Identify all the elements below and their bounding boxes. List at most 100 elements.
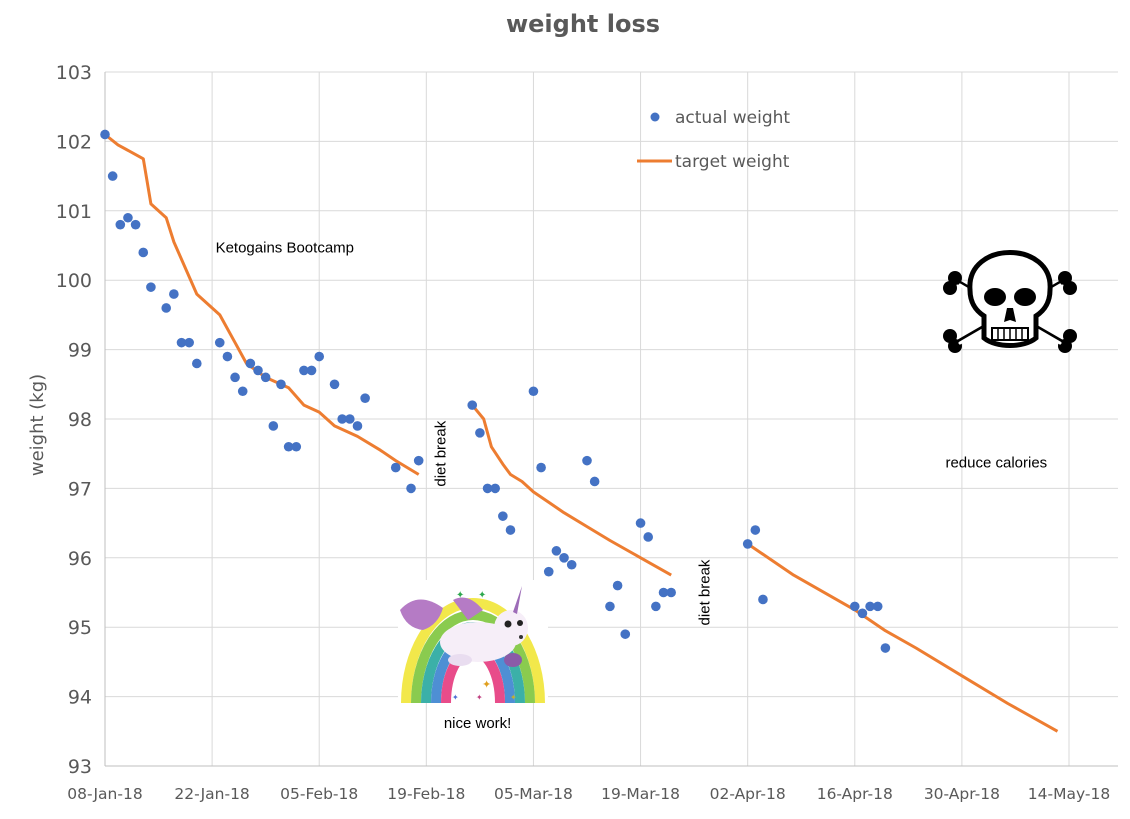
actual-weight-point xyxy=(605,601,615,612)
actual-weight-point xyxy=(865,601,875,612)
actual-weight-point xyxy=(872,601,883,612)
grid xyxy=(104,71,1118,767)
annotation-reduce-calories: reduce calories xyxy=(945,455,1047,472)
actual-weight-point xyxy=(237,386,248,397)
actual-weight-point xyxy=(314,351,325,362)
actual-weight-point xyxy=(276,379,286,390)
actual-weight-point xyxy=(306,365,317,376)
y-tick-label: 96 xyxy=(68,548,92,570)
legend: actual weight target weight xyxy=(637,108,790,172)
legend-label-target: target weight xyxy=(675,152,790,172)
actual-weight-point xyxy=(337,414,347,424)
actual-weight-point xyxy=(658,587,669,598)
target-weight-line-segment xyxy=(104,133,420,476)
actual-weight-point xyxy=(475,428,485,438)
actual-weight-series xyxy=(100,129,891,653)
actual-weight-point xyxy=(566,559,577,570)
actual-weight-point xyxy=(643,532,654,542)
svg-text:✦: ✦ xyxy=(478,590,486,601)
actual-weight-point xyxy=(467,400,478,410)
y-tick-label: 97 xyxy=(68,478,92,500)
y-axis-label: weight (kg) xyxy=(27,374,48,476)
actual-weight-point xyxy=(107,171,118,181)
actual-weight-point xyxy=(559,553,569,563)
actual-weight-point xyxy=(138,247,149,258)
actual-weight-point xyxy=(184,337,194,348)
target-weight-series xyxy=(104,133,1059,733)
actual-weight-point xyxy=(849,601,860,612)
actual-weight-point xyxy=(161,303,172,313)
actual-weight-point xyxy=(543,566,554,577)
svg-text:✦: ✦ xyxy=(456,590,464,601)
target-weight-line-segment xyxy=(746,542,1059,733)
annotation-bootcamp: Ketogains Bootcamp xyxy=(216,239,354,256)
x-tick-label: 14-May-18 xyxy=(1028,785,1110,803)
svg-text:✦: ✦ xyxy=(482,679,491,691)
x-tick-label: 22-Jan-18 xyxy=(174,785,249,803)
actual-weight-point xyxy=(100,129,110,140)
chart-title: weight loss xyxy=(506,10,660,38)
actual-weight-point xyxy=(123,212,133,223)
actual-weight-point xyxy=(390,462,401,473)
actual-weight-point xyxy=(582,455,592,466)
actual-weight-point xyxy=(291,441,302,452)
legend-marker-actual xyxy=(650,112,660,122)
actual-weight-point xyxy=(551,546,562,556)
y-tick-label: 98 xyxy=(68,409,92,431)
actual-weight-point xyxy=(222,351,233,362)
svg-text:✦: ✦ xyxy=(476,693,483,702)
svg-text:✦: ✦ xyxy=(452,693,459,702)
actual-weight-point xyxy=(176,337,187,348)
actual-weight-point xyxy=(498,511,508,521)
actual-weight-point xyxy=(750,525,761,535)
skull-and-crossbones-icon xyxy=(943,250,1077,353)
svg-text:✦: ✦ xyxy=(510,693,517,702)
x-tick-label: 08-Jan-18 xyxy=(67,785,142,803)
actual-weight-point xyxy=(283,441,294,452)
actual-weight-point xyxy=(146,282,156,292)
y-tick-label: 94 xyxy=(68,687,92,709)
y-tick-label: 93 xyxy=(68,756,92,778)
x-tick-label: 30-Apr-18 xyxy=(924,785,1000,803)
actual-weight-point xyxy=(299,365,309,376)
actual-weight-point xyxy=(612,580,623,591)
actual-weight-point xyxy=(635,518,646,528)
annotations: Ketogains Bootcamp diet break diet break ni… xyxy=(216,239,1048,731)
annotation-diet-break-1: diet break xyxy=(432,420,449,486)
target-weight-line-segment xyxy=(471,404,672,577)
y-tick-label: 100 xyxy=(56,270,92,292)
x-tick-label: 05-Feb-18 xyxy=(280,785,358,803)
unicorn-rainbow-image: ✦ ✦ ✦ ✦ ✦ ✦ xyxy=(398,580,548,704)
actual-weight-point xyxy=(490,483,500,494)
actual-weight-point xyxy=(230,372,240,383)
actual-weight-point xyxy=(528,386,539,397)
actual-weight-point xyxy=(589,476,600,487)
actual-weight-point xyxy=(651,601,661,612)
x-tick-label: 05-Mar-18 xyxy=(494,785,573,803)
actual-weight-point xyxy=(620,629,631,639)
x-tick-label: 16-Apr-18 xyxy=(817,785,893,803)
actual-weight-point xyxy=(857,608,868,619)
actual-weight-point xyxy=(345,414,355,424)
actual-weight-point xyxy=(253,365,263,376)
actual-weight-point xyxy=(742,539,753,549)
y-tick-label: 103 xyxy=(56,62,92,84)
x-tick-label: 19-Feb-18 xyxy=(387,785,465,803)
actual-weight-point xyxy=(666,587,676,598)
y-tick-label: 101 xyxy=(56,201,92,223)
y-axis-ticks: 93 94 95 96 97 98 99 100 101 102 103 xyxy=(56,62,92,778)
actual-weight-point xyxy=(505,525,516,535)
actual-weight-point xyxy=(360,393,370,403)
actual-weight-point xyxy=(536,462,546,473)
y-tick-label: 95 xyxy=(68,617,92,639)
actual-weight-point xyxy=(268,421,279,431)
actual-weight-point xyxy=(245,358,256,369)
x-tick-label: 19-Mar-18 xyxy=(601,785,680,803)
y-tick-label: 102 xyxy=(56,131,92,153)
y-tick-label: 99 xyxy=(68,340,92,362)
actual-weight-point xyxy=(329,379,340,390)
annotation-diet-break-2: diet break xyxy=(696,559,713,625)
actual-weight-point xyxy=(758,594,768,605)
actual-weight-point xyxy=(406,483,416,494)
